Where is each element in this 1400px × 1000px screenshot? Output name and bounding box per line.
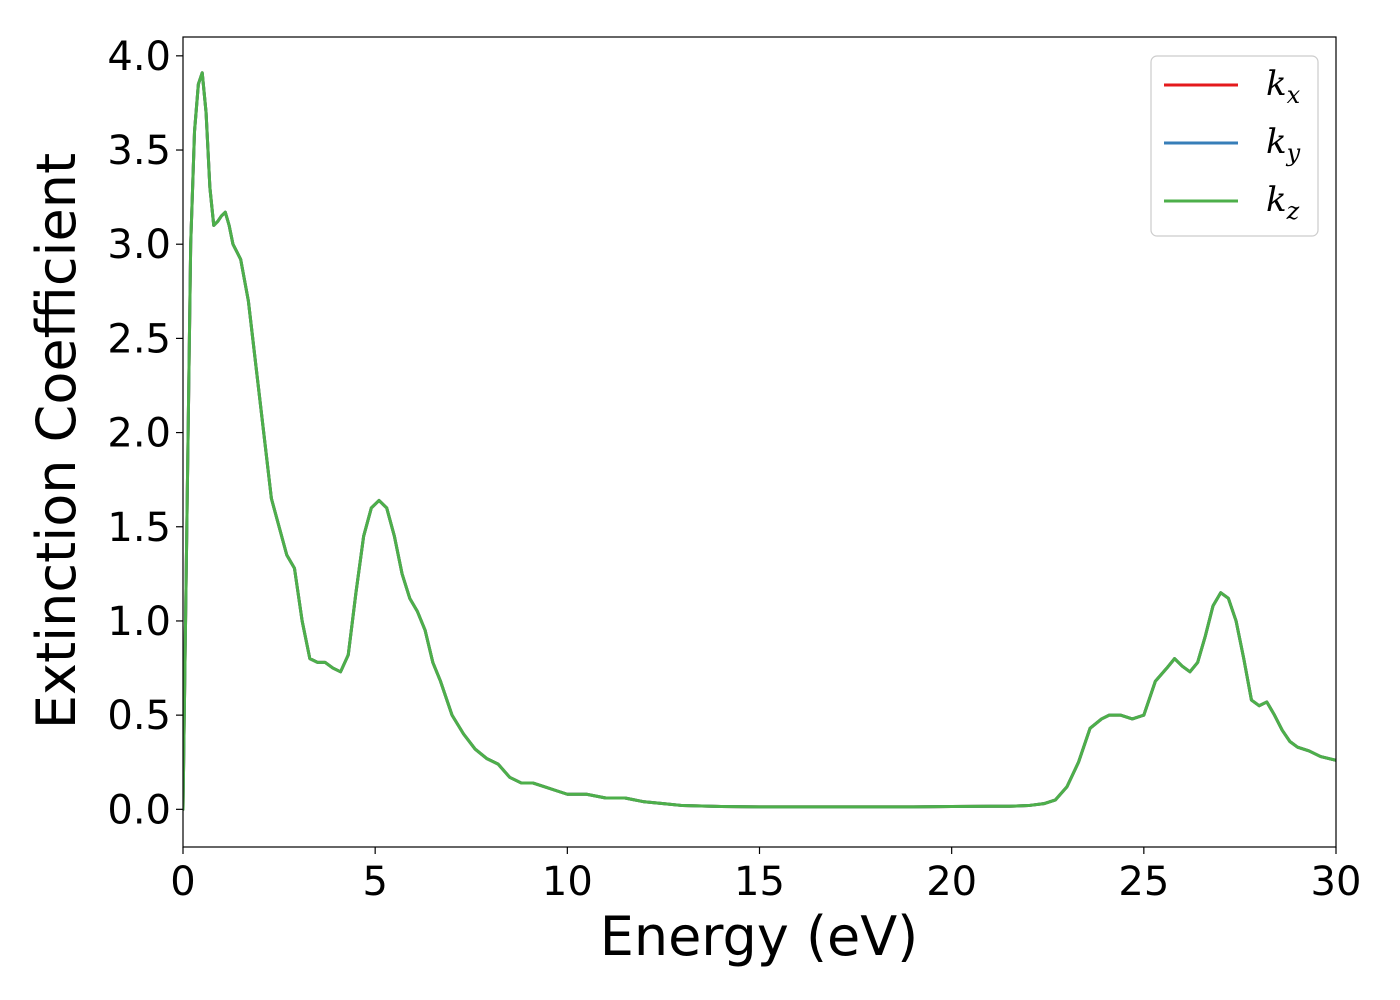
y-tick-label: 3.5: [107, 128, 171, 174]
x-tick-label: 0: [170, 859, 195, 905]
legend-label-kz: kz: [1266, 180, 1300, 225]
x-tick-label: 25: [1118, 859, 1169, 905]
y-tick-label: 3.0: [107, 222, 171, 268]
x-tick-label: 5: [362, 859, 387, 905]
y-tick-label: 1.5: [107, 505, 171, 551]
x-tick-label: 20: [926, 859, 977, 905]
y-tick-label: 0.0: [107, 787, 171, 833]
legend-label-kx: kx: [1266, 64, 1301, 109]
axes-layer: 0 5 10 15 20 25 30 0.0 0.5 1.0 1.5 2.0 2.5 3.0 3.5 4.0: [107, 34, 1361, 905]
legend-label-ky: ky: [1266, 122, 1301, 167]
y-axis-label: Extinction Coefficient: [25, 153, 88, 729]
x-tick-label: 15: [734, 859, 785, 905]
legend-box: [1150, 55, 1319, 237]
y-tick-label: 1.0: [107, 599, 171, 645]
series-layer: [183, 71, 1336, 811]
x-tick-label: 30: [1311, 859, 1362, 905]
y-tick-label: 4.0: [107, 34, 171, 80]
series-line-kz: [183, 71, 1336, 811]
y-tick-label: 2.0: [107, 411, 171, 457]
y-tick-label: 2.5: [107, 316, 171, 362]
x-axis-label: Energy (eV): [600, 905, 919, 968]
legend: kx ky kz: [1150, 55, 1319, 237]
x-tick-label: 10: [542, 859, 593, 905]
y-tick-label: 0.5: [107, 693, 171, 739]
